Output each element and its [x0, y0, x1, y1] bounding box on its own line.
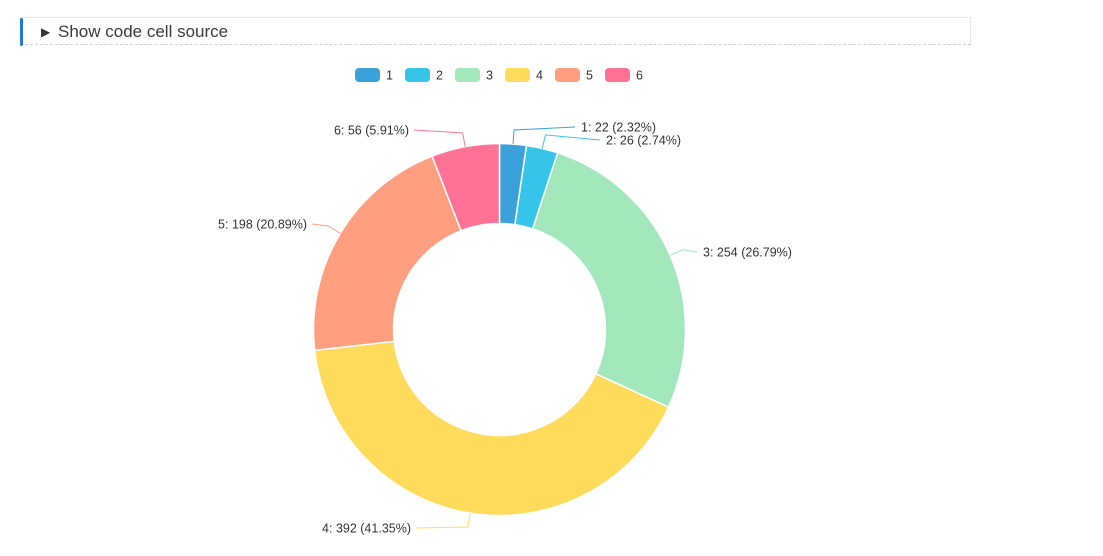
slice-3[interactable]	[531, 152, 687, 408]
label-line-1	[512, 126, 576, 145]
legend-swatch-3[interactable]	[455, 68, 480, 82]
chart-slices	[312, 142, 687, 517]
legend-label-6[interactable]: 6	[636, 69, 643, 83]
legend-swatch-2[interactable]	[405, 68, 430, 82]
slice-label-3: 3: 254 (26.79%)	[703, 246, 792, 260]
slice-label-1: 1: 22 (2.32%)	[581, 121, 656, 135]
show-code-toggle[interactable]: ▶ Show code cell source	[20, 17, 971, 46]
label-line-5	[311, 223, 341, 234]
slice-label-4: 4: 392 (41.35%)	[322, 522, 411, 536]
legend-swatch-1[interactable]	[355, 68, 380, 82]
legend-swatch-4[interactable]	[505, 68, 530, 82]
legend-label-1[interactable]: 1	[386, 69, 393, 83]
show-code-label: Show code cell source	[58, 22, 229, 41]
slice-label-2: 2: 26 (2.74%)	[606, 134, 681, 148]
legend-label-2[interactable]: 2	[436, 69, 443, 83]
label-line-3	[669, 249, 698, 256]
chart-legend: 1 2 3 4 5 6	[355, 68, 643, 83]
legend-label-3[interactable]: 3	[486, 69, 493, 83]
label-line-2	[541, 134, 601, 149]
slice-label-6: 6: 56 (5.91%)	[334, 124, 409, 138]
label-line-4	[415, 513, 471, 529]
triangle-right-icon: ▶	[41, 25, 51, 39]
toggle-accent-bar	[20, 18, 23, 46]
legend-swatch-6[interactable]	[605, 68, 630, 82]
slice-6[interactable]	[431, 142, 501, 232]
legend-swatch-5[interactable]	[555, 68, 580, 82]
legend-label-5[interactable]: 5	[586, 69, 593, 83]
chart-labels: 1: 22 (2.32%)2: 26 (2.74%) 3: 254 (26.79%…	[218, 121, 792, 536]
slice-label-5: 5: 198 (20.89%)	[218, 218, 307, 232]
slice-5[interactable]	[312, 155, 462, 352]
slice-4[interactable]	[313, 340, 670, 517]
legend-label-4[interactable]: 4	[536, 69, 543, 83]
label-line-6	[413, 129, 466, 147]
